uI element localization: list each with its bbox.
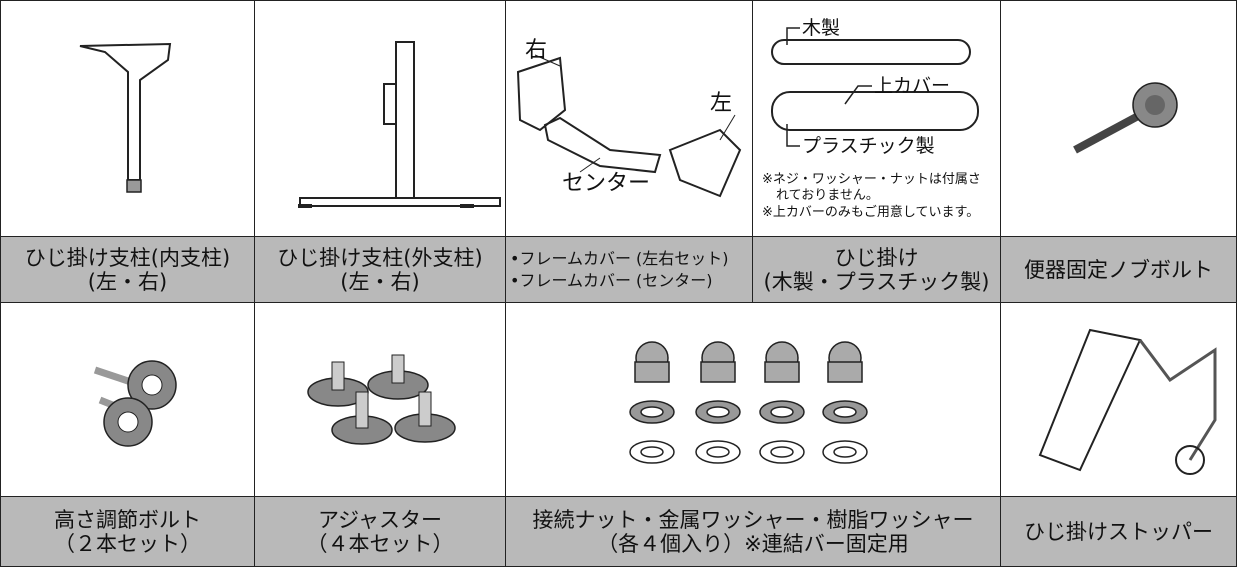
image-cell xyxy=(0,0,255,237)
image-cell xyxy=(505,302,1001,497)
label-line: 高さ調節ボルト xyxy=(54,507,201,532)
label-line: （各４個入り）※連結バー固定用 xyxy=(597,531,909,556)
image-cell xyxy=(1000,302,1237,497)
label-line: ひじ掛け支柱(外支柱) xyxy=(277,245,483,270)
label-line: ひじ掛け xyxy=(834,245,919,270)
label-line: (左・右) xyxy=(87,269,168,294)
label: 高さ調節ボルト （２本セット） xyxy=(0,496,255,567)
image-cell xyxy=(254,0,506,237)
label: 便器固定ノブボルト xyxy=(1000,236,1237,303)
label-line: (左・右) xyxy=(340,269,420,294)
label-line: (木製・プラスチック製) xyxy=(763,269,990,294)
label: ひじ掛け支柱(内支柱) (左・右) xyxy=(0,236,255,303)
label: 接続ナット・金属ワッシャー・樹脂ワッシャー （各４個入り）※連結バー固定用 xyxy=(505,496,1001,567)
image-cell xyxy=(254,302,506,497)
label: アジャスター （４本セット） xyxy=(254,496,506,567)
label-line: •フレームカバー (左右セット) xyxy=(510,248,729,268)
label-line: •フレームカバー (センター) xyxy=(510,270,713,290)
image-cell xyxy=(1000,0,1237,237)
label-line: （４本セット） xyxy=(306,531,454,556)
label: ひじ掛け (木製・プラスチック製) xyxy=(752,236,1001,303)
label-line: アジャスター xyxy=(317,507,443,532)
label: ひじ掛けストッパー xyxy=(1000,496,1237,567)
image-cell xyxy=(752,0,1001,237)
label-line: ひじ掛け支柱(内支柱) xyxy=(24,245,231,270)
label-line: 便器固定ノブボルト xyxy=(1024,257,1213,282)
image-cell xyxy=(0,302,255,497)
label-line: ひじ掛けストッパー xyxy=(1024,519,1213,544)
image-cell xyxy=(505,0,753,237)
label: •フレームカバー (左右セット) •フレームカバー (センター) xyxy=(505,236,753,303)
label-line: 接続ナット・金属ワッシャー・樹脂ワッシャー xyxy=(532,507,974,532)
label: ひじ掛け支柱(外支柱) (左・右) xyxy=(254,236,506,303)
label-line: （２本セット） xyxy=(54,531,201,556)
